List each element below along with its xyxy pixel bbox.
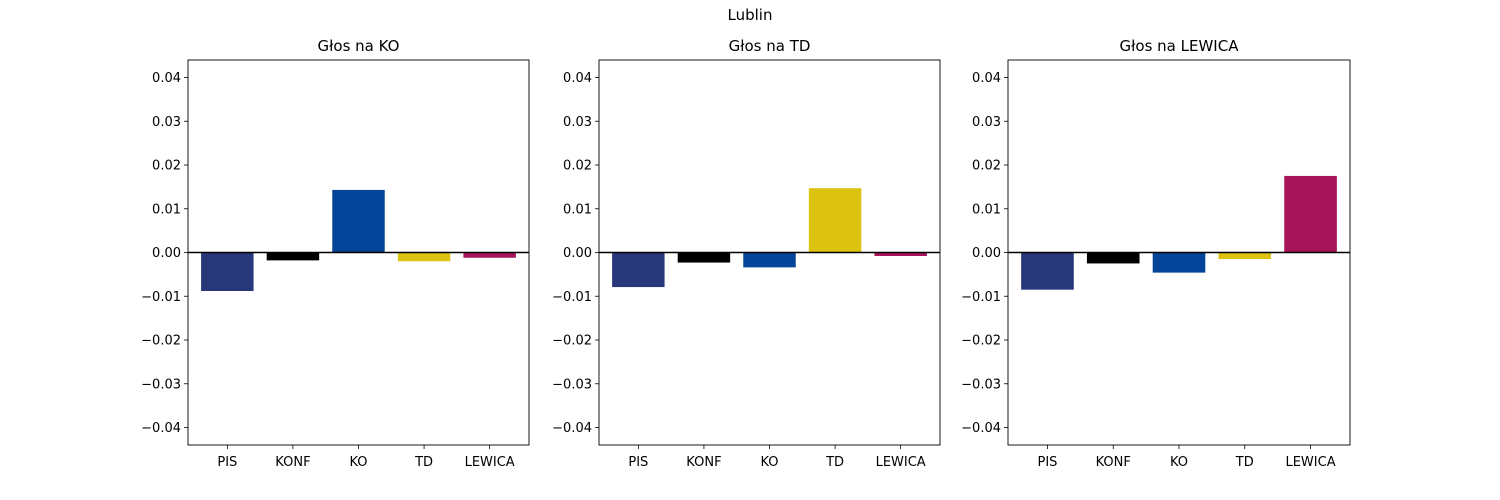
y-tick-label: −0.03 bbox=[141, 377, 181, 392]
y-tick-label: 0.01 bbox=[563, 202, 592, 217]
x-tick-label: TD bbox=[414, 455, 433, 470]
figure-title: Lublin bbox=[727, 6, 773, 24]
x-tick-label: PIS bbox=[1037, 455, 1057, 470]
y-tick-label: −0.02 bbox=[961, 334, 1001, 349]
bar-ko bbox=[743, 252, 796, 268]
bar-lewica bbox=[463, 252, 516, 258]
y-tick-label: 0.04 bbox=[563, 71, 592, 86]
y-tick-label: 0.02 bbox=[563, 159, 592, 174]
y-tick-label: 0.03 bbox=[563, 115, 592, 130]
y-tick-label: −0.02 bbox=[141, 334, 181, 349]
y-tick-label: −0.02 bbox=[552, 334, 592, 349]
bar-konf bbox=[677, 252, 731, 263]
chart-panel-1: Głos na KO PIS KONF KO TD LEWICA 0.04 0.03 0.02 0… bbox=[141, 37, 530, 470]
x-tick-label: KONF bbox=[686, 455, 721, 470]
x-tick-label: KO bbox=[349, 455, 367, 470]
y-tick-label: −0.04 bbox=[141, 421, 181, 436]
bar-td bbox=[397, 252, 451, 262]
y-tick-label: −0.01 bbox=[552, 290, 592, 305]
y-tick-label: −0.03 bbox=[552, 377, 592, 392]
chart-title: Głos na TD bbox=[729, 37, 811, 55]
x-tick-label: KONF bbox=[1096, 455, 1131, 470]
chart-panel-2: Głos na TD PIS KONF KO TD LEWICA 0.04 0.03 0.02 0… bbox=[552, 37, 941, 470]
axes-frame bbox=[598, 59, 941, 446]
y-tick-label: 0.00 bbox=[563, 246, 592, 261]
bar-lewica bbox=[874, 252, 927, 256]
y-tick-label: 0.04 bbox=[152, 71, 181, 86]
y-tick-label: −0.04 bbox=[961, 421, 1001, 436]
axes-frame bbox=[187, 59, 530, 446]
x-tick-label: PIS bbox=[628, 455, 648, 470]
bar-konf bbox=[1086, 252, 1140, 264]
x-tick-label: PIS bbox=[217, 455, 237, 470]
chart-title: Głos na KO bbox=[318, 37, 400, 55]
chart-panel-3: Głos na LEWICA PIS KONF KO TD LEWICA 0.04 0.03 0… bbox=[961, 37, 1351, 470]
bar-pis bbox=[612, 252, 665, 288]
y-tick-label: 0.01 bbox=[972, 202, 1001, 217]
y-tick-label: 0.02 bbox=[972, 159, 1001, 174]
x-tick-label: LEWICA bbox=[876, 455, 926, 470]
y-tick-label: −0.01 bbox=[961, 290, 1001, 305]
y-tick-label: −0.04 bbox=[552, 421, 592, 436]
y-tick-label: 0.01 bbox=[152, 202, 181, 217]
y-tick-label: 0.00 bbox=[972, 246, 1001, 261]
x-tick-label: KO bbox=[760, 455, 778, 470]
bar-lewica bbox=[1284, 175, 1337, 253]
x-tick-label: KONF bbox=[275, 455, 310, 470]
y-tick-label: 0.04 bbox=[972, 71, 1001, 86]
bar-ko bbox=[1152, 252, 1206, 273]
bar-td bbox=[1218, 252, 1272, 260]
x-tick-label: TD bbox=[825, 455, 844, 470]
x-tick-label: TD bbox=[1235, 455, 1254, 470]
x-tick-label: LEWICA bbox=[465, 455, 515, 470]
y-tick-label: 0.03 bbox=[152, 115, 181, 130]
bar-ko bbox=[332, 189, 385, 253]
bar-td bbox=[808, 188, 862, 253]
axes-frame bbox=[1007, 59, 1351, 446]
y-tick-label: −0.01 bbox=[141, 290, 181, 305]
y-tick-label: 0.00 bbox=[152, 246, 181, 261]
bar-konf bbox=[266, 252, 320, 261]
x-tick-label: KO bbox=[1170, 455, 1188, 470]
chart-title: Głos na LEWICA bbox=[1120, 37, 1240, 55]
y-tick-label: 0.03 bbox=[972, 115, 1001, 130]
y-tick-label: 0.02 bbox=[152, 159, 181, 174]
bar-pis bbox=[1021, 252, 1074, 290]
y-tick-label: −0.03 bbox=[961, 377, 1001, 392]
x-tick-label: LEWICA bbox=[1285, 455, 1335, 470]
bar-pis bbox=[201, 252, 254, 291]
